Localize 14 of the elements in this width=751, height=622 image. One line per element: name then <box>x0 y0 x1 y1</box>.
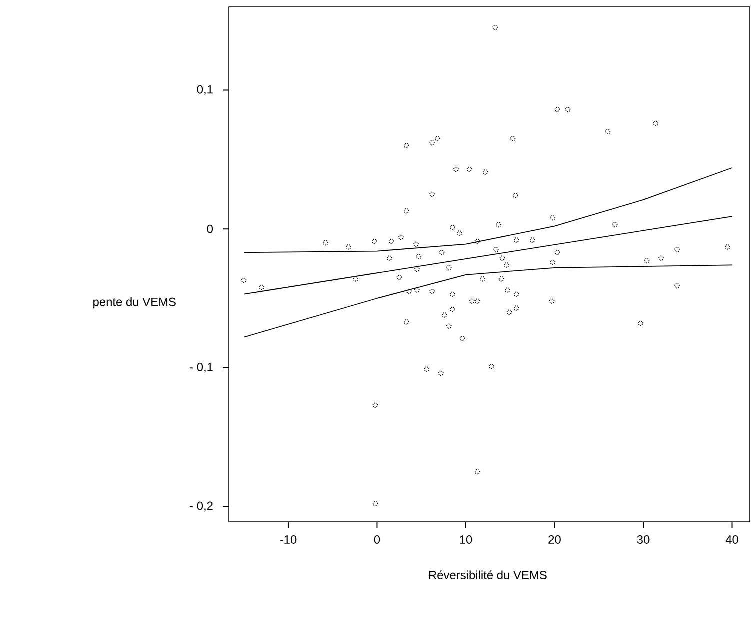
y-axis-title: pente du VEMS <box>94 298 176 309</box>
line-series <box>244 168 733 254</box>
x-tick-label: 10 <box>460 536 472 544</box>
y-tick-label: 0,1 <box>197 85 213 96</box>
x-tick-label: 40 <box>726 536 738 544</box>
line-series <box>244 264 733 338</box>
x-tick-label: 30 <box>637 536 650 544</box>
y-tick-label: - 0,2 <box>190 502 213 512</box>
y-tick-label: 0 <box>207 224 214 234</box>
x-tick-label: 20 <box>548 536 561 544</box>
x-axis-title: Réversibilité du VEMS <box>429 570 547 580</box>
x-tick-label: 0 <box>374 536 380 544</box>
x-tick-label: -10 <box>280 536 297 544</box>
y-tick-label: - 0,1 <box>190 362 213 373</box>
